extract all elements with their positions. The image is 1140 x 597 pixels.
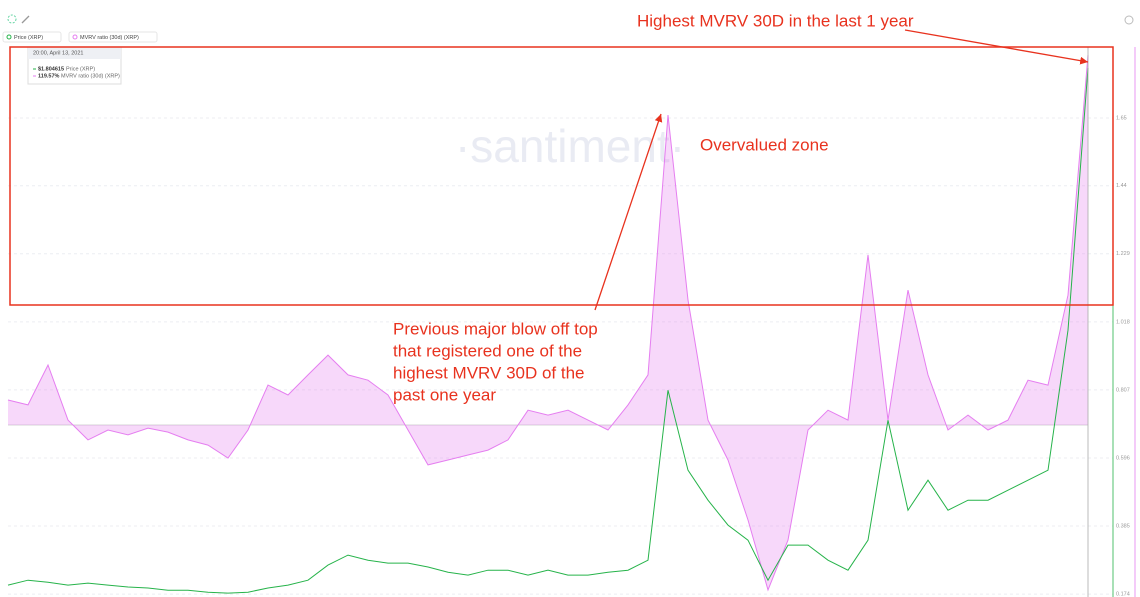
- tooltip-value: 119.57%: [38, 73, 60, 79]
- annotation: highest MVRV 30D of the: [393, 363, 585, 382]
- y-tick-label: 1.229: [1116, 251, 1130, 257]
- arrow: [594, 113, 663, 311]
- line: [7, 68, 1089, 594]
- tooltip-label: Price (XRP): [66, 66, 95, 72]
- tooltip-label: MVRV ratio (30d) (XRP): [61, 73, 120, 79]
- area: [8, 55, 1088, 590]
- y-tick-label: 1.65: [1116, 115, 1127, 121]
- legend-swatch: [6, 34, 12, 40]
- y-tick-label: 0.174: [1116, 592, 1130, 597]
- y-tick-label: 0.807: [1116, 387, 1130, 393]
- y-tick-label: 1.44: [1116, 183, 1127, 189]
- toolbar: [7, 14, 1134, 25]
- annotation: Overvalued zone: [700, 135, 829, 154]
- icon[interactable]: [7, 14, 17, 24]
- legend-swatch: [72, 34, 78, 40]
- settings-icon[interactable]: [1124, 15, 1134, 25]
- tooltip-date: 20:00, April 13, 2021: [33, 50, 83, 56]
- y-tick-label: 0.596: [1116, 455, 1130, 461]
- legend-chip[interactable]: [68, 31, 158, 43]
- annotation: Previous major blow off top: [393, 319, 598, 338]
- annotation: past one year: [393, 385, 496, 404]
- tooltip-value: $1.804615: [38, 66, 64, 72]
- legend-label: MVRV ratio (30d) (XRP): [80, 35, 139, 41]
- tooltip: 20:00, April 13, 2021 $1.804615 Price (X…: [27, 46, 122, 85]
- y-tick-label: 1.018: [1116, 319, 1130, 325]
- legend-label: Price (XRP): [14, 35, 43, 41]
- legend-chip[interactable]: [2, 31, 62, 43]
- tooltip-header: [28, 47, 121, 59]
- arrow: [904, 29, 1089, 65]
- annotation: Highest MVRV 30D in the last 1 year: [637, 11, 914, 30]
- watermark: ·santiment·: [455, 120, 685, 172]
- y-tick-label: 0.385: [1116, 523, 1130, 529]
- annotation: that registered one of the: [393, 341, 582, 360]
- overvalued-box: [9, 46, 1114, 306]
- line: [7, 55, 1089, 592]
- icon[interactable]: [21, 15, 30, 24]
